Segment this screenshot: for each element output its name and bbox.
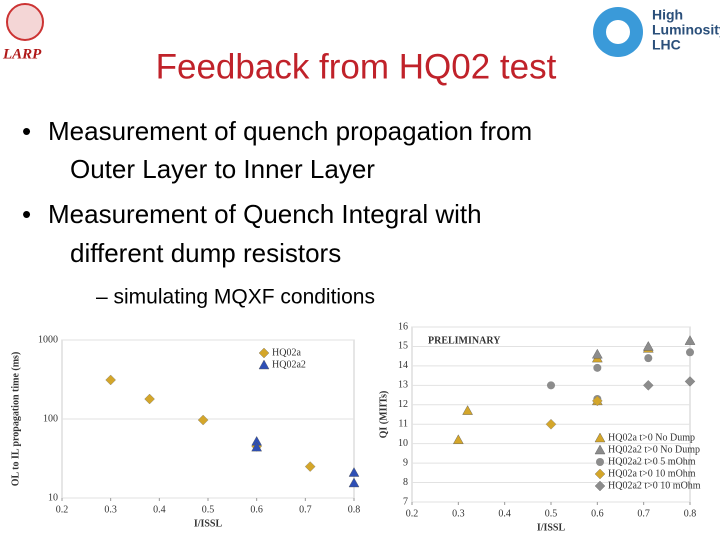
marker	[251, 441, 263, 452]
legend-label: HQ02a2 t>0 5 mOhm	[608, 456, 696, 467]
annotation: PRELIMINARY	[428, 335, 501, 346]
marker	[594, 432, 606, 443]
marker	[591, 348, 603, 359]
y-tick-label: 10	[398, 438, 408, 449]
sub-bullet: – simulating MQXF conditions	[96, 286, 375, 309]
bullet-text: Outer Layer to Inner Layer	[70, 154, 375, 184]
y-tick-label: 11	[398, 419, 408, 430]
marker	[545, 418, 557, 430]
x-tick-label: 0.6	[591, 508, 604, 519]
logo-text: LHC	[652, 37, 681, 53]
y-tick-label: 10	[48, 492, 58, 503]
x-tick-label: 0.3	[104, 504, 117, 515]
marker	[684, 335, 696, 345]
marker	[197, 414, 209, 426]
x-tick-label: 0.8	[348, 504, 361, 515]
marker	[105, 374, 116, 386]
y-axis-label: QI (MIITs)	[378, 391, 389, 439]
x-tick-label: 0.8	[684, 508, 697, 519]
x-tick-label: 0.3	[452, 508, 465, 519]
marker	[596, 458, 604, 466]
bullet-dot: •	[22, 199, 31, 229]
logo-mark	[606, 20, 630, 44]
logo-mark	[6, 3, 44, 41]
x-tick-label: 0.7	[637, 508, 650, 519]
y-tick-label: 100	[43, 413, 58, 424]
marker	[594, 444, 606, 455]
marker	[686, 348, 694, 357]
marker	[592, 395, 603, 407]
y-tick-label: 15	[398, 341, 408, 352]
marker	[258, 347, 270, 359]
marker	[144, 393, 155, 405]
marker	[643, 380, 654, 391]
y-tick-label: 16	[398, 321, 408, 332]
marker	[642, 341, 654, 351]
legend-label: HQ02a2 t>0 No Dump	[608, 444, 700, 455]
marker	[348, 477, 360, 488]
x-tick-label: 0.2	[406, 508, 419, 519]
marker	[304, 461, 316, 472]
bullet-dot: •	[22, 116, 31, 146]
marker	[547, 381, 555, 390]
marker	[348, 467, 360, 477]
x-axis-label: I/ISSL	[194, 518, 223, 529]
y-tick-label: 8	[403, 477, 408, 488]
marker	[462, 405, 473, 415]
y-tick-label: 1000	[38, 334, 58, 345]
marker	[452, 434, 464, 444]
bullets: • Measurement of quench propagation from…	[22, 116, 532, 309]
x-tick-label: 0.6	[250, 504, 263, 515]
marker	[684, 376, 696, 387]
bullet-text: different dump resistors	[70, 238, 341, 268]
x-tick-label: 0.4	[153, 504, 166, 515]
marker	[594, 468, 606, 480]
x-tick-label: 0.7	[299, 504, 312, 515]
y-tick-label: 12	[398, 399, 408, 410]
slide-title: Feedback from HQ02 test	[156, 47, 557, 86]
y-tick-label: 13	[398, 380, 408, 391]
legend-label: HQ02a t>0 No Dump	[608, 432, 695, 443]
x-tick-label: 0.2	[56, 504, 69, 515]
legend-label: HQ02a	[272, 347, 301, 358]
logo-text: Luminosity	[652, 22, 720, 38]
x-tick-label: 0.4	[498, 508, 511, 519]
legend-label: HQ02a t>0 10 mOhm	[608, 468, 696, 479]
bullet-text: Measurement of quench propagation from	[48, 116, 532, 146]
x-tick-label: 0.5	[202, 504, 215, 515]
marker	[644, 354, 653, 363]
marker	[258, 359, 270, 370]
y-axis-label: OL to IL propagation time (ms)	[10, 352, 21, 487]
marker	[593, 363, 602, 372]
logo-text: LARP	[2, 46, 42, 62]
logo-text: High	[652, 7, 683, 23]
y-tick-label: 14	[398, 360, 408, 371]
y-tick-label: 7	[403, 496, 408, 507]
marker	[594, 480, 606, 492]
x-tick-label: 0.5	[545, 508, 558, 519]
x-axis-label: I/ISSL	[537, 522, 566, 533]
legend-label: HQ02a2 t>0 10 mOhm	[608, 480, 701, 491]
bullet-text: Measurement of Quench Integral with	[48, 199, 482, 229]
legend-label: HQ02a2	[272, 359, 306, 370]
y-tick-label: 9	[403, 457, 408, 468]
